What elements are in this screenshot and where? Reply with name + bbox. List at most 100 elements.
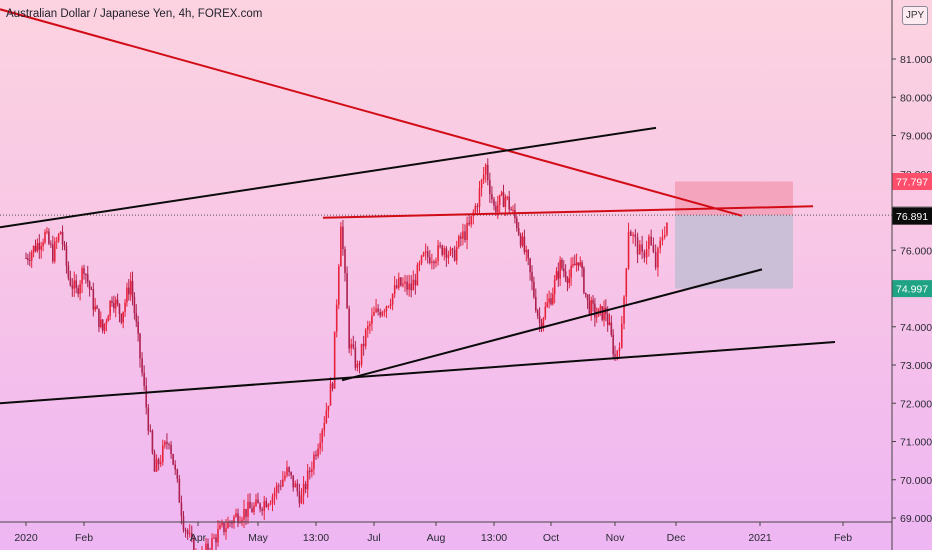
time-tick-label: Nov xyxy=(606,532,625,544)
price-tick-label: 69.000 xyxy=(900,513,932,525)
candle xyxy=(542,318,545,327)
candle xyxy=(618,347,621,351)
candle xyxy=(83,268,85,275)
candle xyxy=(255,499,257,506)
candle xyxy=(659,240,661,249)
candle xyxy=(592,300,594,304)
candle xyxy=(161,445,164,462)
candle xyxy=(523,236,526,252)
candle xyxy=(111,300,113,303)
candle xyxy=(296,483,299,492)
stop-loss-zone[interactable] xyxy=(675,181,793,216)
candle xyxy=(225,528,227,532)
candle xyxy=(40,246,42,250)
candle xyxy=(502,192,505,207)
black-lower-channel-line[interactable] xyxy=(0,341,836,405)
candle xyxy=(159,461,162,465)
candle xyxy=(69,277,72,286)
candle xyxy=(634,234,637,238)
candle xyxy=(573,264,576,266)
currency-button[interactable]: JPY xyxy=(902,6,928,25)
candle xyxy=(263,501,266,511)
candle xyxy=(101,319,104,331)
candle xyxy=(247,501,249,517)
candle xyxy=(118,303,121,314)
time-tick-label: 13:00 xyxy=(481,532,507,544)
candle xyxy=(221,522,223,526)
candle xyxy=(563,268,565,272)
candle xyxy=(340,226,342,267)
candle xyxy=(81,268,83,284)
candle xyxy=(275,485,278,493)
candle xyxy=(422,252,425,256)
candle xyxy=(375,308,377,313)
candle xyxy=(484,164,487,175)
candle xyxy=(398,277,400,288)
candle xyxy=(447,254,450,258)
candle xyxy=(641,244,643,252)
candle xyxy=(279,485,282,487)
candle xyxy=(182,516,185,530)
candle xyxy=(157,459,160,465)
candle xyxy=(498,195,501,205)
black-upper-channel-line[interactable] xyxy=(0,126,657,229)
candle xyxy=(205,543,207,550)
candle xyxy=(410,283,412,291)
candle xyxy=(533,281,535,297)
candle xyxy=(654,251,657,268)
candle xyxy=(540,322,543,327)
candle xyxy=(113,302,115,309)
red-horizontal-resistance[interactable] xyxy=(322,205,814,219)
candle xyxy=(369,323,371,327)
black-rising-support-line[interactable] xyxy=(341,268,763,382)
candle xyxy=(235,513,237,517)
red-downtrend-line[interactable] xyxy=(0,8,743,217)
candle xyxy=(457,236,460,247)
candle xyxy=(52,244,54,262)
candle xyxy=(96,306,98,309)
candle xyxy=(441,245,444,255)
candle xyxy=(476,206,479,208)
candle xyxy=(437,245,439,261)
candle xyxy=(122,311,124,323)
time-tick-label: May xyxy=(248,532,269,544)
candle xyxy=(531,272,533,282)
candle xyxy=(623,296,625,324)
candle xyxy=(317,448,319,457)
candle xyxy=(92,289,95,310)
candle xyxy=(174,464,177,470)
candle xyxy=(124,302,126,312)
candle xyxy=(548,298,550,303)
candle xyxy=(231,522,233,524)
candle xyxy=(391,294,394,305)
candle xyxy=(273,492,276,497)
candle xyxy=(313,454,315,470)
candle xyxy=(325,410,328,424)
candle xyxy=(116,299,119,304)
candle xyxy=(616,350,619,357)
candle xyxy=(632,234,634,236)
candle xyxy=(433,261,435,264)
candle xyxy=(213,537,215,539)
candle xyxy=(217,528,219,543)
candle xyxy=(439,245,441,247)
candle xyxy=(147,407,150,431)
candle xyxy=(333,331,336,389)
candle xyxy=(389,304,392,307)
candle xyxy=(395,285,398,288)
candle xyxy=(180,502,183,517)
candle xyxy=(608,322,611,325)
candle xyxy=(627,231,630,269)
candle xyxy=(535,296,537,311)
candle xyxy=(387,306,390,308)
price-tick-label: 81.000 xyxy=(900,54,932,66)
time-tick-label: Feb xyxy=(75,532,93,544)
candle xyxy=(495,206,497,212)
candle xyxy=(286,467,288,476)
candle xyxy=(356,363,359,368)
candle xyxy=(536,310,539,316)
candle xyxy=(506,196,509,198)
candle xyxy=(412,279,415,291)
